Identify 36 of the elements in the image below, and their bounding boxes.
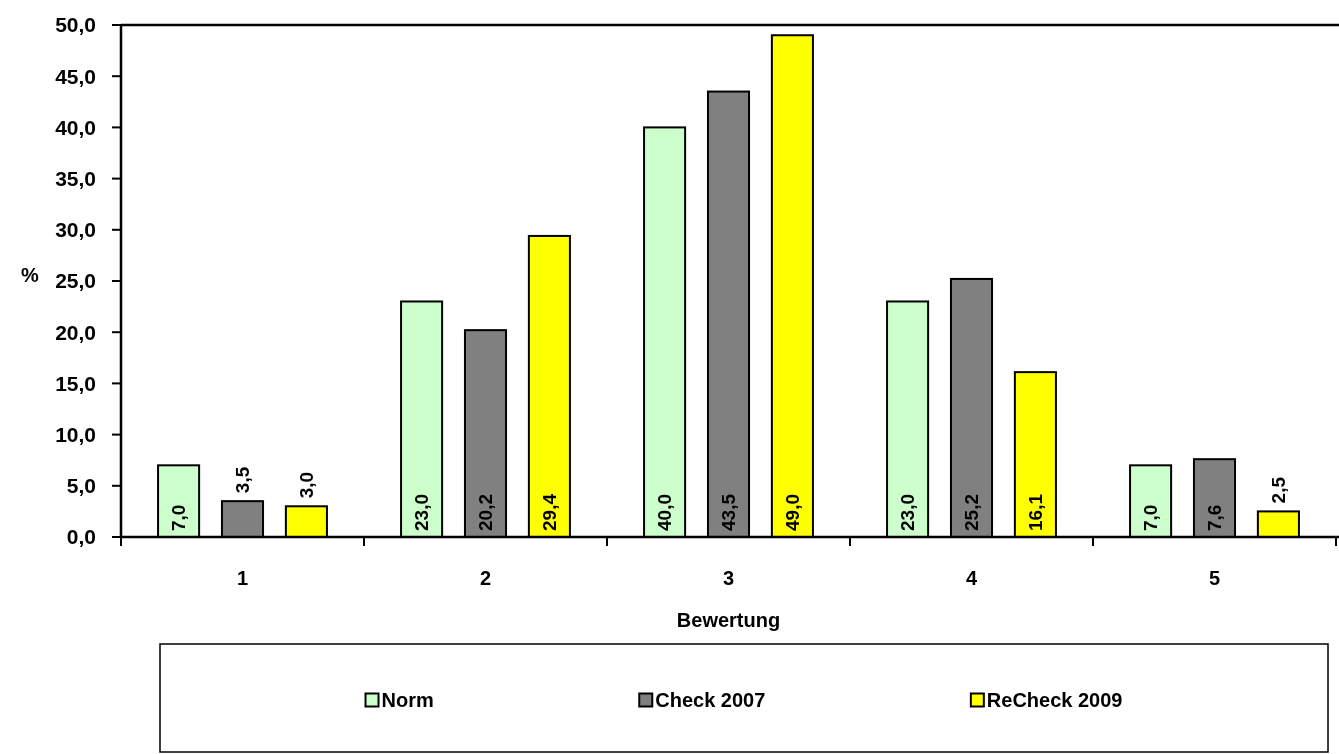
y-tick-label: 50,0 (55, 13, 96, 37)
data-label: 16,1 (1025, 493, 1047, 531)
y-axis-title: % (21, 264, 40, 286)
data-label: 3,0 (296, 471, 318, 499)
data-label: 7,6 (1204, 504, 1226, 531)
data-label: 3,5 (232, 466, 254, 494)
x-tick-label: 4 (965, 567, 978, 589)
y-tick-label: 15,0 (55, 371, 96, 395)
y-tick-label: 5,0 (66, 474, 96, 498)
x-tick-label: 1 (236, 567, 249, 589)
data-label: 49,0 (782, 494, 804, 531)
x-tick-label: 2 (479, 567, 492, 589)
data-label: 7,0 (168, 504, 190, 531)
legend-label: ReCheck 2009 (986, 689, 1123, 711)
y-tick-label: 30,0 (55, 218, 96, 242)
data-label: 20,2 (475, 494, 497, 531)
y-tick-label: 40,0 (55, 115, 96, 139)
y-tick-label: 10,0 (55, 422, 96, 446)
x-tick-label: 3 (722, 567, 735, 589)
legend-label: Check 2007 (655, 689, 766, 711)
x-tick-label: 5 (1208, 567, 1221, 589)
y-tick-label: 0,0 (66, 525, 96, 549)
data-label: 25,2 (961, 494, 983, 531)
data-label: 43,5 (718, 493, 740, 531)
data-label: 23,0 (411, 494, 433, 531)
data-label: 2,5 (1268, 476, 1290, 504)
y-tick-label: 20,0 (55, 320, 96, 344)
y-tick-label: 45,0 (55, 64, 96, 88)
y-tick-label: 35,0 (55, 166, 96, 190)
data-label: 29,4 (539, 493, 561, 531)
data-label: 40,0 (654, 494, 676, 531)
legend-label: Norm (381, 689, 434, 711)
data-label: 7,0 (1140, 504, 1162, 531)
data-label: 23,0 (897, 494, 919, 531)
x-axis-title: Bewertung (676, 609, 781, 631)
y-tick-label: 25,0 (55, 269, 96, 293)
